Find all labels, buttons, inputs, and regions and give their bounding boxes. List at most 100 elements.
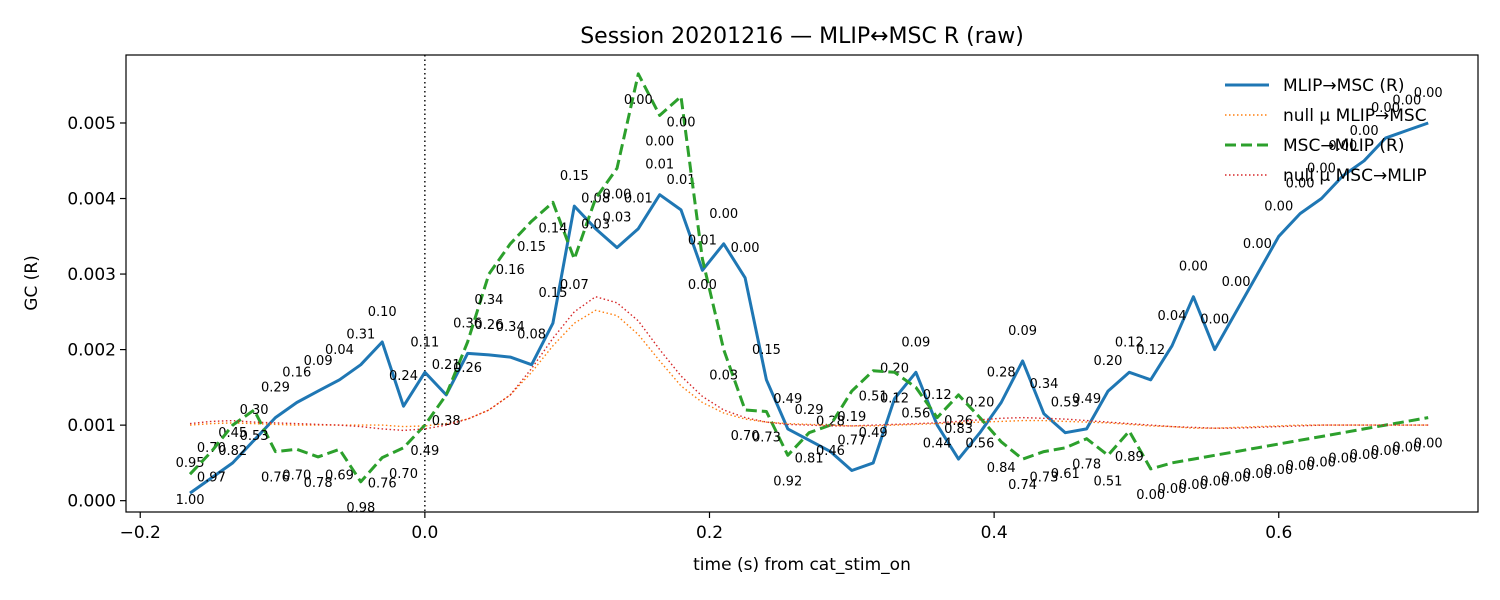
data-label: 0.03 xyxy=(603,211,632,226)
data-label: 0.38 xyxy=(432,414,461,429)
data-label: 0.00 xyxy=(1350,124,1379,139)
data-label: 0.21 xyxy=(432,358,461,373)
data-label: 0.11 xyxy=(410,335,439,350)
data-label: 0.00 xyxy=(1264,199,1293,214)
legend-label: MLIP→MSC (R) xyxy=(1283,76,1404,96)
data-label: 0.16 xyxy=(496,263,525,278)
y-tick-label: 0.002 xyxy=(67,341,116,361)
data-label: 0.78 xyxy=(1072,458,1101,473)
x-axis-label: time (s) from cat_stim_on xyxy=(693,555,911,575)
data-label: 0.14 xyxy=(538,221,567,236)
data-label: 0.12 xyxy=(923,388,952,403)
data-label: 0.00 xyxy=(1414,86,1443,101)
data-label: 0.70 xyxy=(389,467,418,482)
y-tick-label: 0.005 xyxy=(67,114,116,134)
data-label: 0.00 xyxy=(1392,94,1421,109)
data-label: 0.00 xyxy=(1222,471,1251,486)
data-label: 0.34 xyxy=(474,293,503,308)
chart-title: Session 20201216 — MLIP↔MSC R (raw) xyxy=(580,24,1024,49)
x-tick-label: −0.2 xyxy=(120,523,161,543)
data-label: 0.15 xyxy=(538,286,567,301)
data-label: 0.00 xyxy=(1222,275,1251,290)
data-label: 0.00 xyxy=(1328,139,1357,154)
data-label: 0.44 xyxy=(923,437,952,452)
data-label: 0.01 xyxy=(688,233,717,248)
data-label: 0.19 xyxy=(837,410,866,425)
y-tick-label: 0.003 xyxy=(67,265,116,285)
data-label: 0.51 xyxy=(1094,474,1123,489)
data-label: 0.70 xyxy=(282,468,311,483)
data-label: 0.00 xyxy=(1307,162,1336,177)
data-label: 0.01 xyxy=(667,173,696,188)
data-label: 0.00 xyxy=(1414,437,1443,452)
y-tick-label: 0.001 xyxy=(67,416,116,436)
data-label: 0.00 xyxy=(688,278,717,293)
x-axis: −0.2 0.0 0.2 0.4 0.6 xyxy=(120,512,1292,543)
series-line-2 xyxy=(189,309,1429,429)
data-label: 0.00 xyxy=(1136,488,1165,503)
data-label: 0.53 xyxy=(240,429,269,444)
data-label: 0.12 xyxy=(1136,343,1165,358)
data-label: 0.10 xyxy=(368,305,397,320)
data-label: 0.82 xyxy=(218,444,247,459)
data-label: 0.20 xyxy=(1094,354,1123,369)
data-label: 0.16 xyxy=(282,365,311,380)
data-label: 0.00 xyxy=(1371,444,1400,459)
data-label: 0.15 xyxy=(752,343,781,358)
data-label: 0.51 xyxy=(859,390,888,405)
data-label: 0.00 xyxy=(624,93,653,108)
data-label: 0.56 xyxy=(965,437,994,452)
data-label: 0.26 xyxy=(474,318,503,333)
data-label: 0.04 xyxy=(1158,309,1187,324)
data-label: 0.49 xyxy=(1072,392,1101,407)
data-label: 0.00 xyxy=(1158,482,1187,497)
data-label: 0.84 xyxy=(987,461,1016,476)
data-label: 0.08 xyxy=(517,328,546,343)
data-label: 0.00 xyxy=(1243,467,1272,482)
data-label: 0.26 xyxy=(944,414,973,429)
data-label: 0.20 xyxy=(965,396,994,411)
data-label: 0.08 xyxy=(581,192,610,207)
data-label: 0.00 xyxy=(1200,313,1229,328)
data-label: 0.04 xyxy=(325,343,354,358)
data-label: 0.31 xyxy=(346,328,375,343)
data-label: 0.00 xyxy=(709,207,738,222)
data-label: 1.00 xyxy=(176,493,205,508)
plot-area: 0.950.700.450.300.290.160.090.040.310.10… xyxy=(176,55,1443,516)
data-label: 0.70 xyxy=(731,429,760,444)
data-label: 0.00 xyxy=(1350,448,1379,463)
data-label: 0.36 xyxy=(453,316,482,331)
legend-label: null μ MLIP→MSC xyxy=(1283,106,1427,126)
data-label: 0.28 xyxy=(987,365,1016,380)
data-label: 0.83 xyxy=(944,422,973,437)
data-label: 0.00 xyxy=(1200,474,1229,489)
legend: MLIP→MSC (R) null μ MLIP→MSC MSC→MLIP (R) n… xyxy=(1225,76,1427,186)
data-label: 0.78 xyxy=(304,476,333,491)
data-label: 0.81 xyxy=(795,452,824,467)
data-label: 0.26 xyxy=(453,361,482,376)
data-label: 0.46 xyxy=(816,444,845,459)
y-tick-label: 0.004 xyxy=(67,190,116,210)
x-tick-label: 0.6 xyxy=(1265,523,1292,543)
data-label: 0.34 xyxy=(496,320,525,335)
data-label: 0.07 xyxy=(560,278,589,293)
data-label: 0.49 xyxy=(410,444,439,459)
data-label: 0.00 xyxy=(1286,459,1315,474)
data-label: 0.53 xyxy=(1051,396,1080,411)
data-label: 0.98 xyxy=(346,501,375,516)
data-label: 0.00 xyxy=(1307,455,1336,470)
data-label: 0.24 xyxy=(389,369,418,384)
data-label: 0.74 xyxy=(1008,478,1037,493)
data-label: 0.00 xyxy=(731,241,760,256)
data-label: 0.00 xyxy=(1286,177,1315,192)
data-label: 0.09 xyxy=(304,354,333,369)
x-tick-label: 0.0 xyxy=(411,523,438,543)
data-label: 0.97 xyxy=(197,471,226,486)
data-label: 0.73 xyxy=(752,431,781,446)
x-tick-label: 0.4 xyxy=(981,523,1008,543)
data-label: 0.00 xyxy=(1264,463,1293,478)
series-line-3 xyxy=(188,72,1429,484)
data-label: 0.01 xyxy=(645,158,674,173)
data-label: 0.89 xyxy=(1115,450,1144,465)
